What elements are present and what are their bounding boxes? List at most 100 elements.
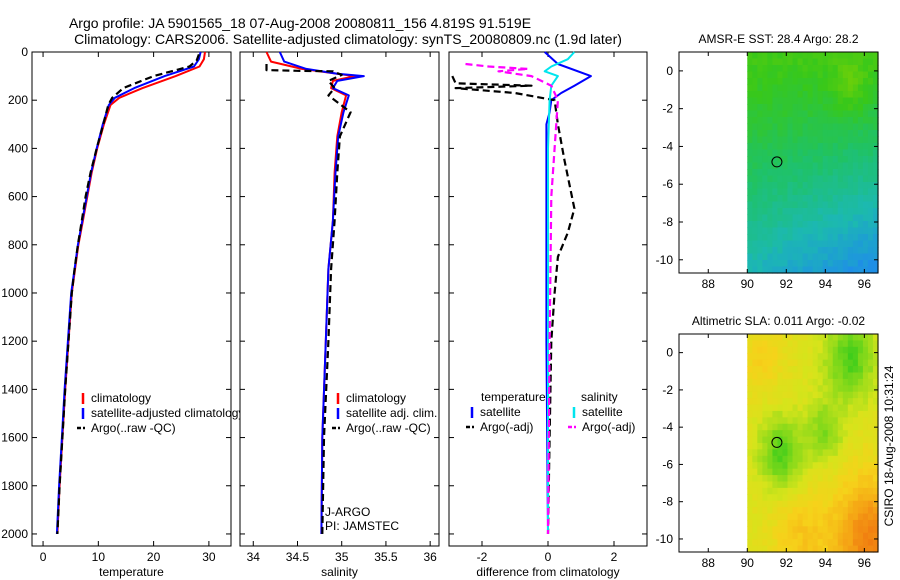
map-cell bbox=[772, 143, 779, 151]
map-cell bbox=[782, 526, 789, 534]
map-cell bbox=[822, 353, 829, 361]
map-cell bbox=[807, 182, 814, 190]
map-cell bbox=[792, 436, 799, 444]
map-cell bbox=[767, 266, 774, 274]
map-cell bbox=[827, 208, 834, 216]
map-cell bbox=[792, 468, 799, 476]
map-cell bbox=[862, 208, 869, 216]
map-cell bbox=[777, 532, 784, 540]
map-cell bbox=[777, 353, 784, 361]
map-cell bbox=[797, 532, 804, 540]
map-cell bbox=[777, 136, 784, 144]
map-cell bbox=[862, 266, 869, 274]
map-cell bbox=[847, 52, 854, 60]
map-cell bbox=[847, 234, 854, 242]
map-cell bbox=[762, 526, 768, 534]
map-cell bbox=[827, 398, 834, 406]
map-cell bbox=[817, 169, 824, 177]
map-cell bbox=[837, 430, 844, 438]
map-cell bbox=[807, 475, 814, 483]
map-cell bbox=[797, 545, 804, 553]
map-cell bbox=[762, 84, 768, 92]
map-cell bbox=[767, 65, 774, 73]
map-cell bbox=[772, 253, 779, 261]
map-cell bbox=[812, 71, 819, 79]
map-cell bbox=[757, 221, 763, 229]
map-cell bbox=[852, 253, 859, 261]
map-cell bbox=[807, 430, 814, 438]
map-cell bbox=[782, 532, 789, 540]
map-cell bbox=[782, 404, 789, 412]
map-cell bbox=[792, 410, 799, 418]
map-cell bbox=[832, 410, 839, 418]
map-cell bbox=[802, 91, 809, 99]
map-cell bbox=[867, 214, 874, 222]
map-cell bbox=[782, 260, 789, 268]
map-cell bbox=[807, 71, 814, 79]
map-cell bbox=[837, 130, 844, 138]
map-cell bbox=[847, 359, 854, 367]
map-cell bbox=[852, 201, 859, 209]
map-cell bbox=[782, 475, 789, 483]
map-cell bbox=[772, 149, 779, 157]
x-tick-label: 2 bbox=[611, 550, 618, 564]
map-cell bbox=[872, 372, 879, 380]
map-cell bbox=[857, 507, 864, 515]
map-cell bbox=[842, 423, 849, 431]
map-cell bbox=[827, 526, 834, 534]
map-cell bbox=[857, 130, 864, 138]
y-tick-label: 1400 bbox=[1, 382, 28, 396]
map-cell bbox=[757, 182, 763, 190]
map-cell bbox=[762, 169, 768, 177]
x-tick-label: 88 bbox=[702, 277, 716, 291]
map-cell bbox=[782, 334, 789, 342]
map-cell bbox=[862, 468, 869, 476]
map-cell bbox=[777, 234, 784, 242]
map-cell bbox=[832, 385, 839, 393]
map-cell bbox=[787, 97, 794, 105]
map-cell bbox=[857, 182, 864, 190]
map-cell bbox=[762, 143, 768, 151]
map-cell bbox=[842, 519, 849, 527]
map-cell bbox=[867, 156, 874, 164]
map-cell bbox=[842, 240, 849, 248]
map-cell bbox=[817, 526, 824, 534]
map-cell bbox=[827, 221, 834, 229]
map-cell bbox=[752, 475, 758, 483]
map-cell bbox=[852, 475, 859, 483]
map-cell bbox=[872, 385, 879, 393]
map-cell bbox=[812, 52, 819, 60]
map-cell bbox=[872, 391, 879, 399]
map-cell bbox=[767, 175, 774, 183]
map-cell bbox=[822, 423, 829, 431]
map-cell bbox=[817, 475, 824, 483]
map-cell bbox=[822, 500, 829, 508]
map-cell bbox=[827, 71, 834, 79]
map-cell bbox=[752, 359, 758, 367]
map-cell bbox=[812, 334, 819, 342]
map-cell bbox=[872, 532, 879, 540]
map-cell bbox=[772, 52, 779, 60]
map-cell bbox=[802, 214, 809, 222]
map-cell bbox=[827, 58, 834, 66]
map-cell bbox=[832, 545, 839, 553]
map-cell bbox=[867, 475, 874, 483]
map-cell bbox=[792, 391, 799, 399]
map-cell bbox=[867, 404, 874, 412]
map-cell bbox=[752, 208, 758, 216]
map-cell bbox=[867, 78, 874, 86]
map-cell bbox=[762, 372, 768, 380]
map-cell bbox=[747, 149, 753, 157]
map-cell bbox=[812, 519, 819, 527]
map-cell bbox=[782, 449, 789, 457]
map-cell bbox=[777, 475, 784, 483]
map-cell bbox=[837, 545, 844, 553]
x-tick-label: 20 bbox=[147, 550, 161, 564]
map-cell bbox=[862, 545, 869, 553]
map-cell bbox=[752, 117, 758, 125]
map-cell bbox=[807, 410, 814, 418]
map-cell bbox=[752, 391, 758, 399]
map-cell bbox=[782, 175, 789, 183]
map-cell bbox=[812, 123, 819, 131]
map-cell bbox=[817, 266, 824, 274]
